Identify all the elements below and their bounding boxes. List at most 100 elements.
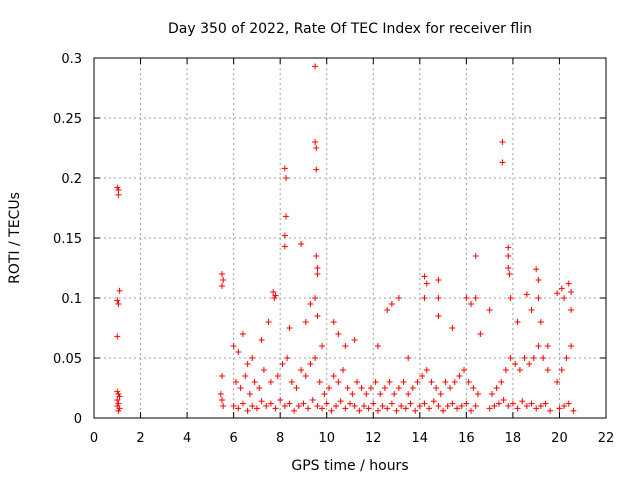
data-point	[267, 379, 274, 385]
data-point	[421, 273, 428, 280]
data-point	[372, 379, 379, 385]
data-point	[530, 355, 537, 361]
data-point	[239, 400, 246, 407]
data-point	[498, 379, 505, 385]
data-point	[114, 297, 121, 304]
data-point	[395, 295, 402, 301]
data-point	[237, 385, 244, 391]
data-point	[217, 391, 224, 397]
data-point	[312, 355, 319, 361]
data-point	[544, 367, 551, 373]
data-point	[314, 313, 321, 319]
data-points	[114, 63, 577, 414]
data-point	[568, 343, 575, 349]
data-point	[547, 407, 554, 414]
data-point	[263, 403, 270, 409]
data-point	[312, 295, 319, 301]
data-point	[256, 385, 263, 391]
x-tick-label: 8	[276, 431, 284, 446]
data-point	[493, 385, 500, 391]
data-point	[451, 379, 458, 385]
data-point	[379, 403, 386, 409]
data-point	[454, 405, 461, 412]
data-point	[388, 301, 395, 307]
data-point	[468, 301, 475, 307]
data-point	[505, 403, 512, 409]
data-point	[507, 295, 514, 301]
data-point	[465, 379, 472, 385]
data-point	[353, 379, 360, 385]
data-point	[426, 405, 433, 412]
data-point	[253, 405, 260, 412]
data-point	[421, 295, 428, 301]
x-tick-label: 22	[598, 431, 615, 446]
data-point	[388, 400, 395, 407]
x-tick-label: 16	[458, 431, 475, 446]
data-point	[544, 343, 551, 349]
data-point	[507, 355, 514, 361]
data-point	[499, 139, 506, 145]
data-point	[556, 405, 563, 412]
data-point	[314, 271, 321, 277]
data-point	[535, 277, 542, 283]
data-point	[342, 343, 349, 349]
data-point	[330, 373, 337, 379]
data-point	[505, 253, 512, 259]
data-point	[219, 373, 225, 379]
data-point	[568, 289, 575, 295]
data-point	[295, 403, 302, 409]
data-point	[220, 277, 227, 283]
data-point	[230, 403, 237, 409]
x-tick-label: 2	[136, 431, 144, 446]
data-point	[514, 319, 521, 325]
data-point	[456, 373, 463, 379]
data-point	[472, 253, 479, 259]
data-point	[381, 385, 388, 391]
data-point	[351, 337, 358, 343]
data-point	[433, 385, 440, 391]
data-point	[506, 271, 513, 277]
data-point	[486, 307, 493, 313]
y-tick-label: 0.25	[53, 112, 82, 127]
data-point	[114, 397, 121, 403]
data-point	[115, 301, 122, 307]
data-point	[220, 403, 227, 409]
data-point	[540, 355, 547, 361]
data-point	[384, 307, 391, 313]
data-point	[283, 175, 289, 181]
data-point	[249, 403, 256, 409]
data-point	[391, 391, 398, 397]
y-axis-label: ROTI / TECUs	[7, 192, 23, 284]
data-point	[537, 403, 544, 409]
y-axis-ticks: 0 0.05 0.1 0.15 0.2 0.25 0.3	[53, 52, 606, 427]
data-point	[384, 405, 391, 412]
data-point	[461, 367, 468, 373]
data-point	[281, 403, 288, 409]
data-point	[260, 367, 267, 373]
data-point	[393, 407, 400, 414]
data-point	[374, 343, 381, 349]
data-point	[314, 403, 321, 409]
data-point	[458, 403, 465, 409]
data-point	[272, 292, 279, 299]
data-point	[321, 391, 328, 397]
data-point	[495, 400, 502, 407]
grid-lines	[94, 58, 606, 418]
data-point	[526, 361, 533, 367]
data-point	[519, 398, 526, 405]
data-point	[314, 265, 321, 271]
data-point	[409, 385, 416, 391]
data-point	[395, 385, 402, 391]
data-point	[386, 379, 393, 385]
data-point	[281, 243, 288, 250]
data-point	[421, 400, 428, 407]
data-point	[267, 400, 274, 407]
data-point	[219, 271, 225, 277]
data-point	[561, 295, 568, 301]
data-point	[333, 403, 340, 409]
data-point	[516, 367, 523, 373]
data-point	[500, 397, 507, 403]
data-point	[281, 232, 288, 239]
data-point	[312, 139, 319, 145]
data-point	[239, 331, 246, 337]
